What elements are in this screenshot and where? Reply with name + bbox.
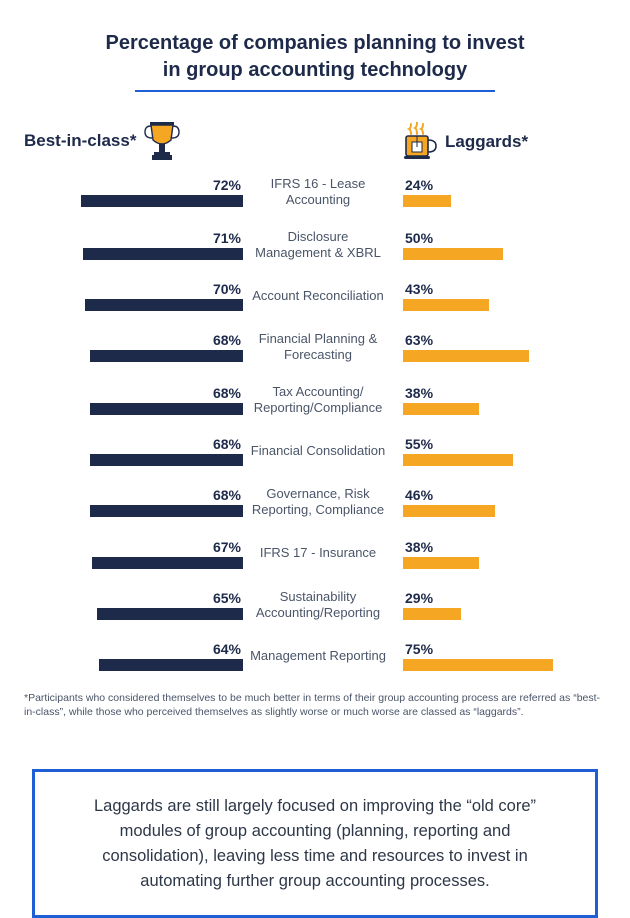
chart-row: 65%Sustainability Accounting/Reporting 29… bbox=[18, 589, 612, 622]
best-pct-label: 72% bbox=[213, 177, 243, 193]
category-label: IFRS 16 - Lease Accounting bbox=[243, 176, 393, 209]
best-bar bbox=[83, 248, 243, 260]
best-pct-label: 68% bbox=[213, 332, 243, 348]
best-pct-label: 68% bbox=[213, 487, 243, 503]
category-label: IFRS 17 - Insurance bbox=[243, 545, 393, 561]
header-laggards: Laggards* bbox=[445, 132, 528, 152]
laggard-pct-label: 50% bbox=[403, 230, 433, 246]
column-headers: Best-in-class* bbox=[18, 120, 612, 162]
best-pct-label: 68% bbox=[213, 385, 243, 401]
laggard-bar bbox=[403, 454, 513, 466]
best-bar bbox=[92, 557, 243, 569]
callout-box: Laggards are still largely focused on im… bbox=[32, 769, 598, 918]
header-best-in-class: Best-in-class* bbox=[24, 131, 136, 151]
best-pct-label: 65% bbox=[213, 590, 243, 606]
best-bar bbox=[90, 505, 243, 517]
laggard-bar bbox=[403, 659, 553, 671]
chart-row: 72%IFRS 16 - Lease Accounting 24% bbox=[18, 176, 612, 209]
category-label: Account Reconciliation bbox=[243, 288, 393, 304]
best-bar bbox=[97, 608, 243, 620]
laggard-pct-label: 63% bbox=[403, 332, 433, 348]
best-pct-label: 71% bbox=[213, 230, 243, 246]
laggard-pct-label: 38% bbox=[403, 539, 433, 555]
best-bar bbox=[99, 659, 243, 671]
best-bar bbox=[85, 299, 243, 311]
trophy-icon bbox=[144, 120, 180, 162]
best-pct-label: 70% bbox=[213, 281, 243, 297]
best-bar bbox=[90, 454, 243, 466]
category-label: Governance, Risk Reporting, Compliance bbox=[243, 486, 393, 519]
mug-icon bbox=[403, 122, 437, 162]
category-label: Financial Consolidation bbox=[243, 443, 393, 459]
laggard-bar bbox=[403, 608, 461, 620]
chart-row: 67%IFRS 17 - Insurance 38% bbox=[18, 539, 612, 569]
category-label: Financial Planning & Forecasting bbox=[243, 331, 393, 364]
laggard-pct-label: 29% bbox=[403, 590, 433, 606]
laggard-pct-label: 24% bbox=[403, 177, 433, 193]
chart-row: 68%Financial Consolidation 55% bbox=[18, 436, 612, 466]
laggard-pct-label: 43% bbox=[403, 281, 433, 297]
category-label: Management Reporting bbox=[243, 648, 393, 664]
laggard-bar bbox=[403, 505, 495, 517]
best-pct-label: 64% bbox=[213, 641, 243, 657]
laggard-bar bbox=[403, 403, 479, 415]
best-pct-label: 68% bbox=[213, 436, 243, 452]
laggard-pct-label: 38% bbox=[403, 385, 433, 401]
title-underline bbox=[135, 90, 495, 92]
best-bar bbox=[90, 350, 243, 362]
category-label: Sustainability Accounting/Reporting bbox=[243, 589, 393, 622]
laggard-bar bbox=[403, 557, 479, 569]
category-label: Disclosure Management & XBRL bbox=[243, 229, 393, 262]
category-label: Tax Accounting/ Reporting/Compliance bbox=[243, 384, 393, 417]
chart-row: 68%Financial Planning & Forecasting 63% bbox=[18, 331, 612, 364]
chart-row: 68%Tax Accounting/ Reporting/Compliance 3… bbox=[18, 384, 612, 417]
chart-row: 71%Disclosure Management & XBRL 50% bbox=[18, 229, 612, 262]
laggard-pct-label: 75% bbox=[403, 641, 433, 657]
laggard-bar bbox=[403, 299, 489, 311]
laggard-pct-label: 46% bbox=[403, 487, 433, 503]
chart-row: 70%Account Reconciliation 43% bbox=[18, 281, 612, 311]
footnote-text: *Participants who considered themselves … bbox=[18, 691, 612, 719]
best-bar bbox=[81, 195, 243, 207]
chart-row: 68%Governance, Risk Reporting, Complianc… bbox=[18, 486, 612, 519]
chart-rows: 72%IFRS 16 - Lease Accounting 24% 71%Discl… bbox=[18, 176, 612, 671]
laggard-pct-label: 55% bbox=[403, 436, 433, 452]
chart-row: 64%Management Reporting 75% bbox=[18, 641, 612, 671]
chart-title: Percentage of companies planning to inve… bbox=[105, 30, 525, 84]
laggard-bar bbox=[403, 195, 451, 207]
laggard-bar bbox=[403, 350, 529, 362]
best-bar bbox=[90, 403, 243, 415]
laggard-bar bbox=[403, 248, 503, 260]
best-pct-label: 67% bbox=[213, 539, 243, 555]
